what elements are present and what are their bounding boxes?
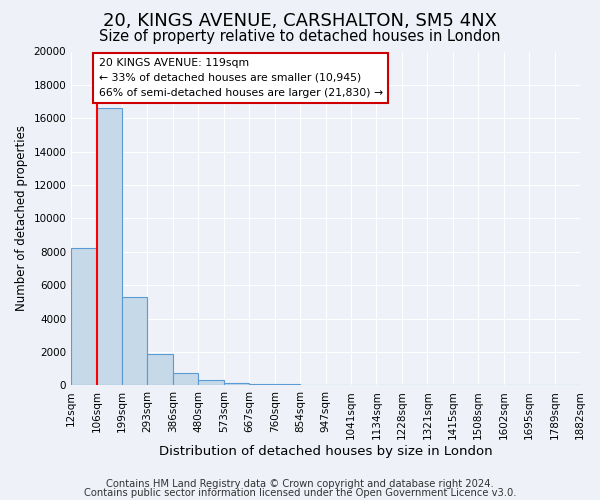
Text: 20, KINGS AVENUE, CARSHALTON, SM5 4NX: 20, KINGS AVENUE, CARSHALTON, SM5 4NX (103, 12, 497, 30)
Bar (148, 354, 173, 386)
Text: Contains public sector information licensed under the Open Government Licence v3: Contains public sector information licen… (84, 488, 516, 498)
Bar (97, 108, 122, 386)
Text: Size of property relative to detached houses in London: Size of property relative to detached ho… (99, 29, 501, 44)
Text: Contains HM Land Registry data © Crown copyright and database right 2024.: Contains HM Land Registry data © Crown c… (106, 479, 494, 489)
Bar (71, 248, 97, 386)
X-axis label: Distribution of detached houses by size in London: Distribution of detached houses by size … (159, 444, 493, 458)
Y-axis label: Number of detached properties: Number of detached properties (15, 126, 28, 312)
Bar (275, 384, 300, 386)
Bar (249, 384, 275, 386)
Bar (224, 383, 249, 386)
Bar (199, 380, 224, 386)
Text: 20 KINGS AVENUE: 119sqm
← 33% of detached houses are smaller (10,945)
66% of sem: 20 KINGS AVENUE: 119sqm ← 33% of detache… (98, 58, 383, 98)
Bar (122, 297, 148, 386)
Bar (173, 373, 199, 386)
